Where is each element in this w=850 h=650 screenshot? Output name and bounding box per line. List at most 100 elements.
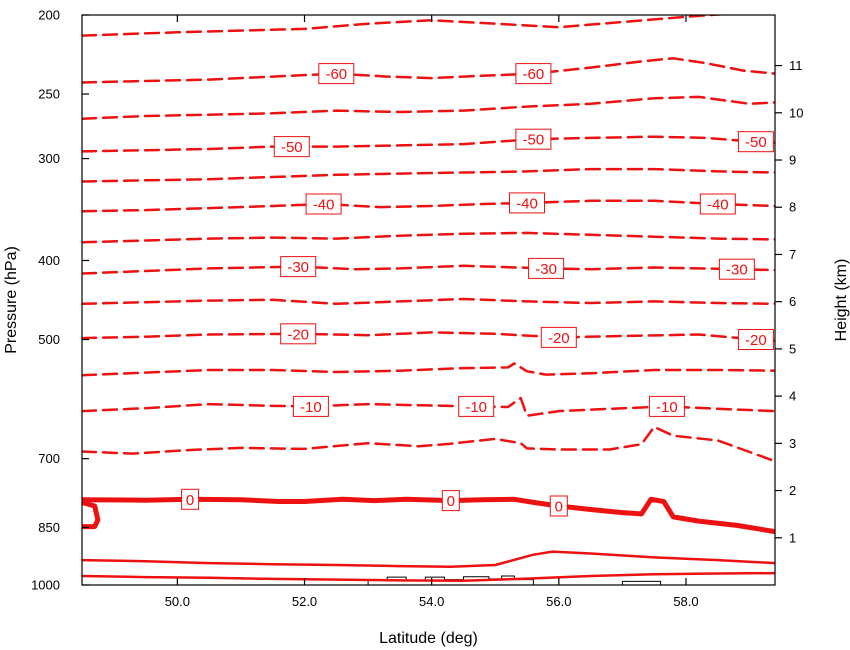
contour-label-box [441,490,460,512]
contour-label-box [318,63,355,85]
contour-label-text: -30 [535,261,557,278]
y-right-tick-label: 4 [789,389,796,404]
y-right-tick-label: 9 [789,153,796,168]
contour-label-text: -20 [745,332,767,349]
contour-label-box [280,323,317,345]
contour-label: 0 [441,490,460,512]
contour-label-text: -50 [523,132,545,149]
plot-frame [81,14,776,586]
contour-label: -10 [648,395,685,417]
y-right-tick-label: 1 [789,530,796,545]
contour-label: -40 [699,193,736,215]
contour-label: -50 [515,128,552,150]
contour-line-m20 [82,331,775,343]
y-right-tick-label: 11 [789,58,803,73]
contour-label-text: -60 [523,66,545,83]
y-right-tick-label: 5 [789,341,796,356]
contour-label-box [280,256,317,278]
x-tick-label: 50.0 [165,594,190,609]
contour-label-text: 0 [186,492,194,509]
x-tick-label: 52.0 [292,594,317,609]
contour-label: -20 [737,329,774,350]
x-tick-label: 54.0 [419,594,444,609]
contour-line-m30 [82,264,775,275]
contour-label-box [540,326,577,348]
contour-label: -60 [318,63,355,85]
contour-label: 0 [181,488,200,510]
contour-label-box [509,192,545,214]
contour-label: -40 [305,193,342,215]
contour-line-m25 [82,297,775,306]
contour-label-box [515,63,552,85]
contour-label-box [305,193,342,215]
y-right-tick-label: 3 [789,436,796,451]
contour-line-m45 [82,167,775,183]
contour-label-box [718,258,755,280]
y-axis-title-right: Height (km) [833,259,850,342]
contour-label: -30 [528,257,565,279]
contour-line-m60 [82,57,775,84]
contour-line-m35 [82,231,775,244]
y-left-tick-label: 1000 [31,578,60,593]
contour-label: -30 [718,258,755,280]
x-tick-label: 56.0 [546,594,571,609]
contour-label-text: -20 [287,326,309,343]
y-right-tick-label: 7 [789,247,796,262]
contour-label-text: -50 [745,134,767,151]
contour-label: -60 [515,63,552,85]
contour-label-box [648,395,685,417]
contour-label-box [549,495,568,517]
contour-label-box [458,395,495,417]
y-left-tick-label: 300 [38,151,60,166]
contour-label: -40 [509,192,545,214]
y-left-tick-label: 250 [38,87,60,102]
y-right-tick-label: 2 [789,483,796,498]
terrain-outline [367,575,662,585]
contour-label: -50 [737,131,774,153]
x-tick-label: 58.0 [673,594,698,609]
x-axis-title: Latitude (deg) [379,630,478,647]
contour-line-5 [82,550,775,569]
contour-line-0 [82,499,101,530]
y-left-tick-label: 850 [38,520,60,535]
contour-label-box [292,395,329,417]
contour-label: 0 [549,495,568,517]
contour-label-box [515,128,552,150]
contour-label-box [737,131,774,153]
y-axis-title-left: Pressure (hPa) [3,246,20,354]
contour-label-text: -10 [656,399,678,416]
contour-label-text: -10 [465,399,487,416]
contour-label-box [699,193,736,215]
y-left-tick-label: 400 [38,253,60,268]
y-right-tick-label: 6 [789,294,796,309]
contour-label-text: 0 [447,493,455,510]
contour-label-text: -30 [287,259,309,276]
contour-label-text: 0 [555,499,563,516]
contour-line-0 [82,496,775,535]
y-left-tick-label: 500 [38,332,60,347]
contour-label: -10 [292,395,329,417]
y-right-tick-label: 8 [789,200,796,215]
y-left-tick-label: 700 [38,451,60,466]
contour-label-text: -40 [707,197,729,214]
contour-label: -50 [273,136,310,158]
contour-label-text: -40 [516,195,538,212]
contour-label: -30 [280,256,317,278]
contour-line-m65 [82,15,730,37]
y-right-tick-label: 10 [789,105,803,120]
contour-label-text: -40 [313,197,335,214]
contour-label-box [528,257,565,279]
contour-label: -10 [458,395,495,417]
contour-label-box [181,488,200,510]
contour-label: -20 [540,326,577,348]
contour-line-m15 [82,362,775,377]
contour-label-text: -20 [548,330,570,347]
y-left-tick-label: 200 [38,8,60,23]
contour-label-text: -60 [325,66,347,83]
contour-line-m55 [82,95,775,120]
contour-line-m40 [82,199,775,213]
contour-label-text: -30 [726,262,748,279]
contour-label-box [273,136,310,158]
